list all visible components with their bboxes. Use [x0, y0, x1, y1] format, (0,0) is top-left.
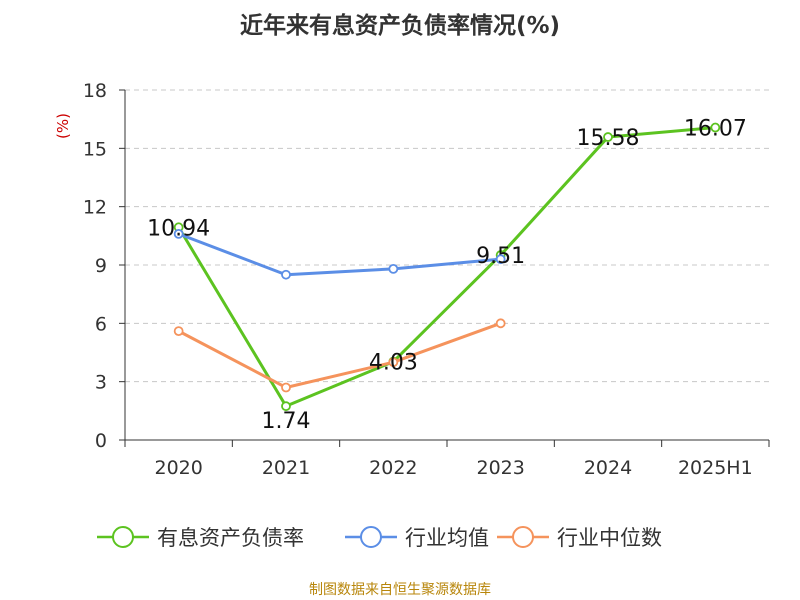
data-label: 10.94: [147, 216, 210, 241]
legend-label: 行业均值: [405, 526, 489, 550]
data-label: 1.74: [262, 409, 311, 434]
series-line: [177, 321, 502, 389]
y-tick-label: 0: [95, 430, 107, 452]
y-tick-label: 3: [95, 372, 107, 394]
data-point[interactable]: [173, 326, 184, 337]
data-label: 15.58: [577, 126, 640, 151]
legend-marker: [512, 526, 534, 548]
x-tick-label: 2025H1: [678, 457, 753, 479]
data-point[interactable]: [603, 132, 613, 142]
data-label: 4.03: [369, 351, 418, 376]
legend-item[interactable]: 有息资产负债率: [97, 526, 304, 550]
y-axis-label: (%): [54, 113, 72, 139]
y-tick-label: 6: [95, 313, 107, 335]
data-point[interactable]: [710, 122, 721, 133]
x-tick-label: 2021: [262, 457, 310, 479]
y-tick-label: 12: [83, 197, 107, 219]
x-tick-label: 2022: [369, 457, 417, 479]
legend[interactable]: 有息资产负债率 行业均值 行业中位数: [97, 526, 662, 550]
axes: 0 3 6 9 12 15 18 2020 2021 2022 2023 2024 2025H1: [83, 80, 770, 479]
data-labels: 10.94 1.74 4.03 9.51 15.58 16.07: [147, 117, 747, 435]
series-line: [178, 232, 501, 277]
x-tick-label: 2023: [476, 457, 524, 479]
data-point[interactable]: [388, 357, 399, 368]
legend-label: 行业中位数: [557, 526, 662, 550]
series-group: [173, 122, 721, 412]
series-line: [177, 126, 716, 408]
legend-item[interactable]: 行业中位数: [497, 526, 662, 550]
y-tick-label: 18: [83, 80, 107, 102]
source-note: 制图数据来自恒生聚源数据库: [309, 582, 491, 598]
x-tick-label: 2024: [584, 457, 632, 479]
data-point[interactable]: [281, 269, 291, 280]
data-point[interactable]: [495, 254, 506, 265]
data-point[interactable]: [495, 318, 506, 329]
x-tick-label: 2020: [154, 457, 202, 479]
grid-lines: [125, 89, 769, 383]
data-label: 16.07: [684, 117, 747, 142]
legend-label: 有息资产负债率: [157, 526, 304, 550]
legend-marker: [360, 526, 382, 548]
y-tick-label: 15: [83, 138, 107, 160]
legend-item[interactable]: 行业均值: [345, 526, 489, 550]
y-tick-label: 9: [95, 255, 107, 277]
data-point[interactable]: [388, 263, 399, 274]
legend-marker: [112, 526, 134, 548]
data-point[interactable]: [281, 382, 291, 393]
data-label: 9.51: [476, 244, 525, 269]
chart-title: 近年来有息资产负债率情况(%): [239, 13, 561, 39]
data-point[interactable]: [281, 401, 291, 412]
data-point[interactable]: [173, 228, 184, 239]
